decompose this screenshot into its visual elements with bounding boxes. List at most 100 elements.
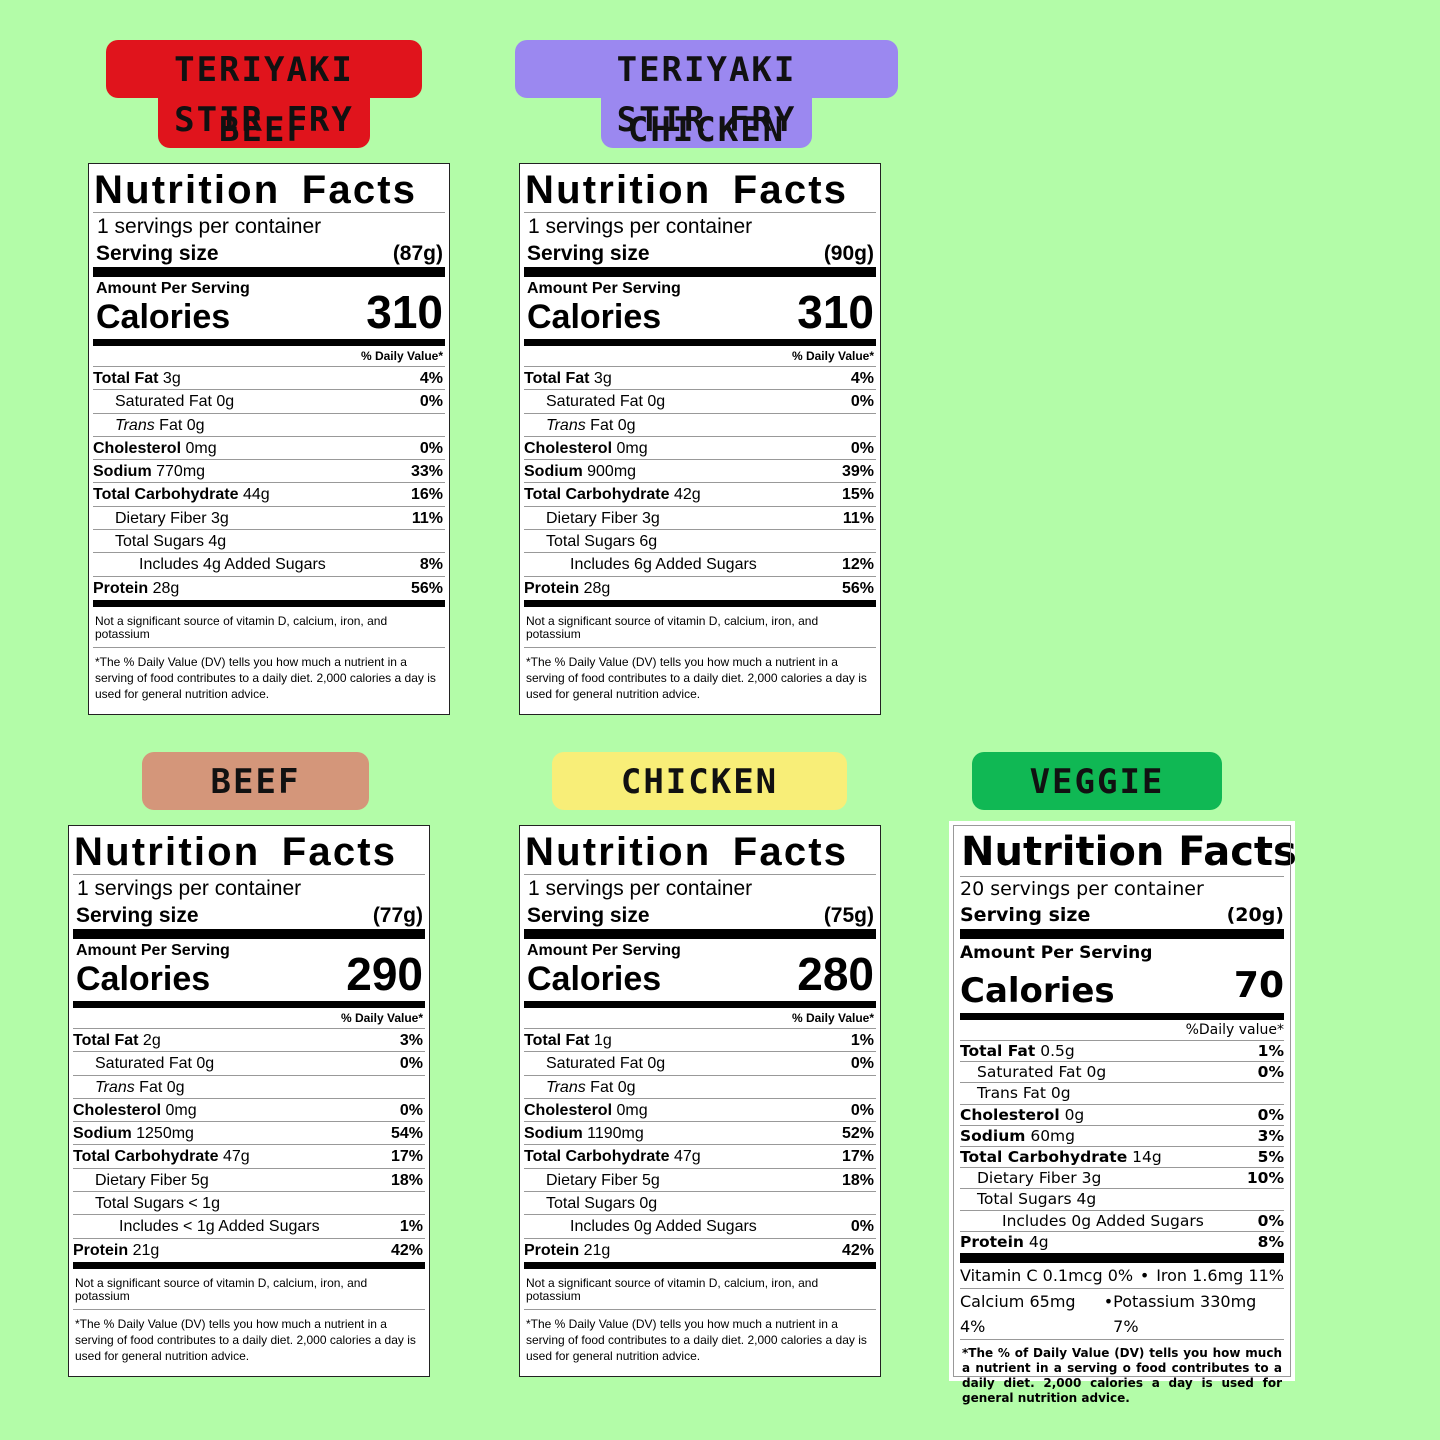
nutrient-amount: Saturated Fat 0g [977,1063,1107,1082]
nutrient-amount: 21g [579,1241,611,1259]
nutrient-daily-value: 39% [841,463,874,481]
servings-per-container: 1 servings per container [97,215,322,238]
nutrition-facts-label: Nutrition Facts 1 servings per container S… [519,163,881,715]
nutrient-amount: 0mg [612,1101,648,1119]
nutrient-daily-value: 4% [850,370,874,387]
daily-value-header: % Daily Value* [73,1008,425,1029]
nutrient-daily-value: 1% [399,1218,423,1236]
nutrient-row: Trans Fat 0g [524,1076,876,1099]
serving-size-value: (77g) [372,904,423,927]
calories-row: Calories 290 [73,951,425,1001]
nutrient-daily-value: 0% [1257,1105,1284,1124]
nutrient-amount: 44g [238,486,270,504]
nutrient-amount: Includes 4g Added Sugars [139,556,326,574]
product-title-line: TERIYAKI BEEF [106,40,422,150]
nutrient-row: Total Sugars 4g [93,530,445,554]
nutrient-name: Protein 28g [524,577,610,600]
nutrient-italic: Trans [95,1078,135,1096]
nutrient-row: Includes 0g Added Sugars 0% [960,1211,1284,1232]
daily-value-header: % Daily Value* [524,1008,876,1029]
nutrient-daily-value: 1% [1257,1042,1284,1060]
nutrient-row: Total Sugars 6g [524,530,876,554]
nutrient-row: Includes 4g Added Sugars 8% [93,553,445,577]
nutrient-amount: 0mg [161,1101,197,1119]
thick-divider [524,599,876,607]
thick-divider [73,1261,425,1269]
nutrient-label: Total Fat [93,370,159,387]
nutrient-row: Saturated Fat 0g 0% [73,1052,425,1076]
nutrient-name: Includes 6g Added Sugars [570,553,757,575]
nutrient-list: Total Fat 3g 4% Saturated Fat 0g 0% Trans Fa… [524,367,876,600]
thick-divider [960,1252,1284,1263]
nutrient-amount: 3g [589,370,612,387]
nutrient-label: Sodium [73,1125,132,1143]
nutrient-name: Total Sugars 4g [977,1189,1096,1209]
nutrient-amount: 1g [589,1032,612,1049]
nutrient-name: Trans Fat 0g [546,1076,636,1098]
nutrient-name: Dietary Fiber 3g [115,507,229,529]
nutrient-amount: Total Sugars 4g [115,533,227,551]
nutrient-row: Dietary Fiber 3g 11% [93,507,445,531]
nutrient-daily-value: 15% [841,486,874,504]
thick-divider [524,1001,876,1008]
nutrient-row: Trans Fat 0g [960,1083,1284,1105]
nutrient-daily-value: 4% [419,370,443,387]
nutrient-label: Protein [73,1241,129,1259]
amount-per-serving: Amount Per Serving [76,942,230,959]
nutrient-row: Sodium 900mg 39% [524,460,876,484]
label-title: Nutrition Facts [525,830,849,874]
label-title: Nutrition Facts [94,168,418,212]
nutrient-label: Total Fat [524,370,590,387]
nutrient-amount: Fat 0g [154,416,205,434]
nutrient-label: Protein [524,1241,580,1259]
nutrient-row: Cholesterol 0g 0% [960,1105,1284,1126]
nutrient-amount: Fat 0g [585,416,636,434]
daily-value-footnote: *The % Daily Value (DV) tells you how mu… [73,1308,425,1372]
nutrient-row: Total Carbohydrate 47g 17% [524,1145,876,1169]
nutrient-amount: Dietary Fiber 3g [977,1169,1102,1188]
calories-label: Calories [527,298,662,336]
serving-size-value: (90g) [823,242,874,265]
nutrient-daily-value: 5% [1257,1147,1284,1166]
nutrient-amount: 14g [1127,1147,1162,1166]
nutrient-row: Protein 28g 56% [93,577,445,600]
nutrient-footnote: Not a significant source of vitamin D, c… [526,1275,819,1303]
calories-label: Calories [527,960,662,998]
nutrient-row: Sodium 770mg 33% [93,460,445,484]
nutrient-name: Dietary Fiber 5g [546,1169,660,1191]
nutrient-name: Total Sugars 4g [115,530,226,552]
nutrient-footnote: Not a significant source of vitamin D, c… [75,1275,368,1303]
nutrient-name: Total Carbohydrate 44g [93,483,270,505]
daily-value-footnote: *The % Daily Value (DV) tells you how mu… [524,646,876,710]
nutrient-name: Dietary Fiber 3g [546,507,660,529]
nutrient-name: Includes 0g Added Sugars [570,1215,757,1237]
nutrient-row: Total Fat 3g 4% [93,367,445,391]
nutrient-amount: Saturated Fat 0g [546,393,666,411]
nutrition-facts-label: Nutrition Facts 1 servings per container S… [519,825,881,1377]
nutrient-daily-value: 56% [410,579,443,597]
vitamin-mineral-item: • [1103,1291,1114,1311]
divider [524,212,876,213]
nutrient-row: Total Sugars < 1g [73,1192,425,1216]
nutrition-facts-label: Nutrition Facts 1 servings per container S… [88,163,450,715]
thick-divider [93,599,445,607]
nutrient-row: Total Carbohydrate 44g 16% [93,483,445,507]
daily-value-footnote: *The % of Daily Value (DV) tells you how… [962,1345,1282,1405]
servings-per-container: 1 servings per container [77,877,302,900]
nutrient-label: Total Carbohydrate [73,1148,219,1166]
nutrient-amount: 47g [218,1148,250,1166]
nutrient-row: Total Fat 0.5g 1% [960,1041,1284,1063]
nutrient-row: Total Sugars 0g [524,1192,876,1216]
nutrient-daily-value: 0% [850,439,874,457]
product-title-line: STIR FRY [158,98,370,148]
nutrient-amount: 770mg [151,463,206,481]
nutrient-name: Total Fat 0.5g [960,1041,1075,1061]
label-title: Nutrition Facts [961,829,1297,875]
nutrient-daily-value: 33% [410,463,443,481]
nutrient-footnote: Not a significant source of vitamin D, c… [526,613,819,641]
nutrient-name: Saturated Fat 0g [977,1062,1106,1082]
nutrient-row: Dietary Fiber 3g 11% [524,507,876,531]
nutrient-daily-value: 56% [841,579,874,597]
nutrient-row: Protein 4g 8% [960,1232,1284,1253]
serving-size-value: (75g) [823,904,874,927]
